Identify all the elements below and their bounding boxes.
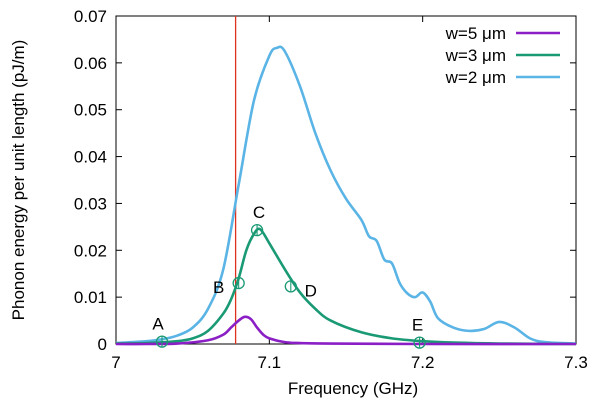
y-tick-label: 0.01 xyxy=(74,288,107,307)
y-tick-label: 0 xyxy=(98,335,107,354)
axes: 7 7.1 7.2 7.3 0 0.01 0.02 0.03 0.04 0.05 0.06 0.07 xyxy=(74,7,588,372)
x-tick-label: 7.2 xyxy=(411,353,435,372)
plot-frame xyxy=(115,15,577,345)
x-axis-label: Frequency (GHz) xyxy=(288,379,418,398)
series-line-w-5-m xyxy=(115,315,577,346)
marker-label-a: A xyxy=(152,315,164,334)
series-line-w-3-m xyxy=(115,227,577,346)
marker-label-e: E xyxy=(412,316,423,335)
y-tick-label: 0.07 xyxy=(74,7,107,26)
y-tick-label: 0.04 xyxy=(74,148,107,167)
marker-label-b: B xyxy=(213,278,224,297)
y-tick-label: 0.05 xyxy=(74,101,107,120)
y-axis-label: Phonon energy per unit length (pJ/m) xyxy=(9,40,28,321)
y-tick-label: 0.03 xyxy=(74,194,107,213)
legend-label: w=3 μm xyxy=(445,46,506,65)
legend: w=5 μm w=3 μm w=2 μm xyxy=(445,24,560,87)
series-lines xyxy=(115,45,577,346)
series-line-w-2-m xyxy=(115,45,577,345)
marker-label-d: D xyxy=(305,281,317,300)
x-tick-label: 7 xyxy=(111,353,120,372)
marker-label-c: C xyxy=(253,203,265,222)
y-tick-label: 0.06 xyxy=(74,54,107,73)
legend-label: w=5 μm xyxy=(445,24,506,43)
x-tick-label: 7.3 xyxy=(564,353,588,372)
x-tick-label: 7.1 xyxy=(258,353,282,372)
y-tick-label: 0.02 xyxy=(74,241,107,260)
legend-label: w=2 μm xyxy=(445,68,506,87)
point-markers: A B C D E xyxy=(152,203,426,349)
